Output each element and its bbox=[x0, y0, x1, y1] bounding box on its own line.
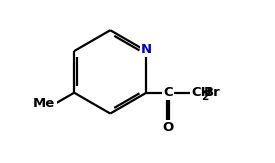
Text: C: C bbox=[163, 86, 173, 99]
Text: N: N bbox=[141, 43, 152, 56]
Text: 2: 2 bbox=[201, 92, 208, 102]
Text: O: O bbox=[162, 121, 174, 134]
Text: CH: CH bbox=[191, 86, 212, 99]
Text: Me: Me bbox=[32, 97, 54, 110]
Text: Br: Br bbox=[204, 86, 220, 99]
